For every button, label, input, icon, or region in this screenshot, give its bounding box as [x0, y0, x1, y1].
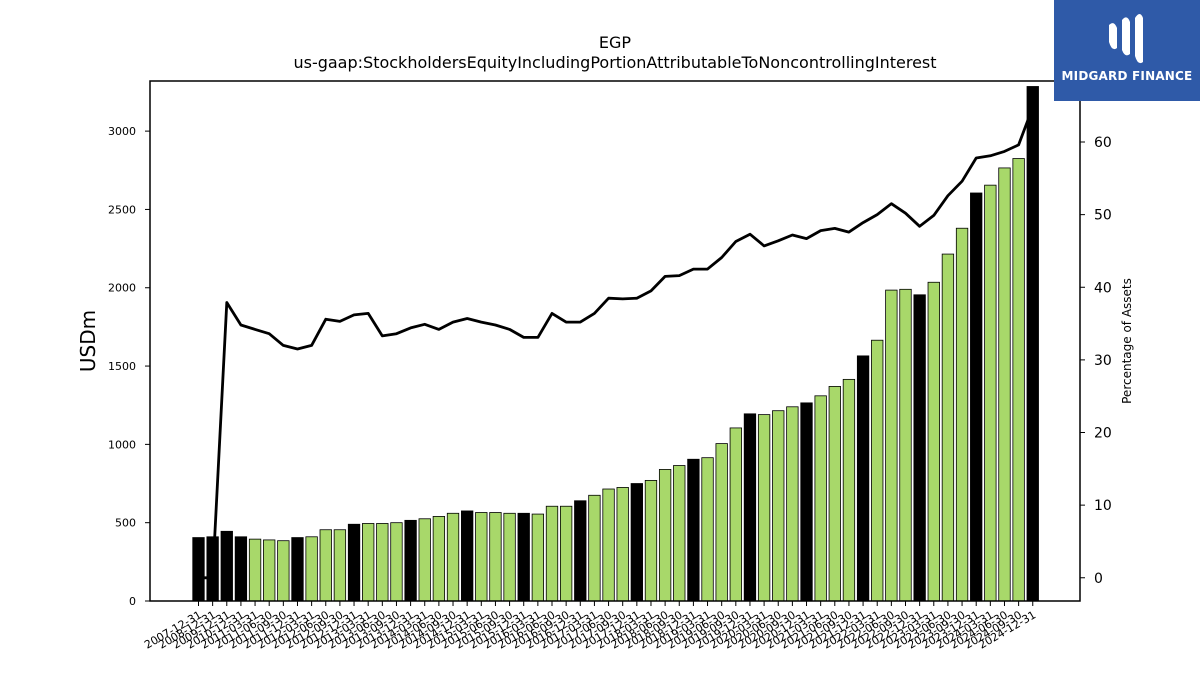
y-axis-label: USDm: [76, 310, 100, 372]
bar-2016-09-30: [559, 505, 573, 602]
y-axis-right: 0 10 20 30 40 50 60: [1080, 135, 1112, 587]
bar-2011-09-30: [277, 540, 290, 602]
bar-2014-09-30: [446, 512, 460, 602]
bar-2013-03-31: [362, 523, 375, 602]
plot-frame: [149, 80, 1081, 602]
bar-2014-06-30: [432, 516, 446, 602]
y-tick-label: 0: [129, 595, 136, 608]
bar-2016-03-31: [531, 513, 545, 602]
bar-2020-12-31: [800, 402, 813, 602]
bar-2017-03-31: [588, 494, 601, 602]
bar-2020-03-31: [757, 414, 771, 602]
bar-2023-12-31: [970, 192, 983, 602]
y2-tick-label: 0: [1094, 571, 1103, 587]
y2-tick-label: 30: [1094, 353, 1112, 369]
bar-2011-12-31: [291, 537, 304, 602]
y-tick-label: 3000: [108, 125, 136, 138]
brand-name: MIDGARD FINANCE: [1061, 69, 1193, 83]
bar-2018-03-31: [644, 479, 658, 602]
bar-2019-06-30: [715, 443, 728, 602]
x-axis: 2007-12-312008-12-312009-12-312010-12-31…: [142, 601, 1038, 652]
brand-logo: MIDGARD FINANCE: [1054, 0, 1200, 101]
bar-2019-03-31: [701, 457, 714, 602]
bar-2022-09-30: [899, 288, 912, 602]
bar-2018-06-30: [658, 469, 672, 602]
y2-axis-label: Percentage of Assets: [1120, 278, 1134, 404]
bar-2007-12-31: [192, 537, 205, 602]
bar-2024-09-30: [1012, 158, 1025, 602]
bar-2015-09-30: [503, 512, 516, 602]
bar-2024-12-31: [1026, 86, 1039, 602]
y-axis-left: 0 500 1000 1500 2000 2500 3000: [108, 125, 150, 608]
y-tick-label: 500: [115, 517, 136, 530]
bar-2017-09-30: [616, 487, 629, 602]
bar-2017-06-30: [602, 488, 615, 602]
bar-2009-12-31: [220, 530, 233, 602]
bar-2021-06-30: [828, 386, 841, 602]
bar-2021-12-31: [856, 355, 870, 602]
bar-2022-03-31: [871, 339, 884, 602]
bar-2011-03-31: [248, 538, 262, 602]
y-tick-label: 1000: [108, 438, 136, 451]
bar-2015-06-30: [489, 512, 502, 602]
y-tick-label: 1500: [108, 360, 136, 373]
bar-2011-06-30: [263, 539, 276, 602]
bar-2024-03-31: [984, 184, 997, 602]
bar-2022-06-30: [885, 289, 898, 602]
bar-2012-09-30: [333, 529, 347, 602]
bar-2018-09-30: [673, 465, 686, 602]
bar-2016-06-30: [545, 505, 559, 602]
bar-2021-03-31: [814, 395, 827, 602]
bar-2019-09-30: [729, 427, 742, 602]
bar-2010-12-31: [234, 536, 248, 602]
ratio-line: [198, 106, 1035, 580]
midgard-logo-mark-icon: [1109, 14, 1143, 64]
bar-2013-09-30: [390, 522, 403, 602]
chart-title: EGP: [599, 33, 632, 52]
y2-tick-label: 20: [1094, 426, 1112, 442]
bar-2014-12-31: [461, 510, 474, 602]
bar-2021-09-30: [842, 378, 856, 602]
bar-2015-12-31: [517, 512, 530, 602]
bar-2019-12-31: [743, 413, 757, 602]
bar-2020-09-30: [786, 406, 799, 602]
bar-2023-06-30: [941, 253, 955, 602]
bar-2013-12-31: [404, 519, 417, 602]
bar-2014-03-31: [418, 518, 431, 602]
y-tick-label: 2000: [108, 282, 136, 295]
ratio-line-group: [198, 106, 1035, 580]
y-tick-label: 2500: [108, 203, 136, 216]
bar-2022-12-31: [913, 294, 926, 602]
bar-2012-06-30: [319, 529, 332, 602]
bar-2013-06-30: [376, 523, 389, 602]
y2-tick-label: 50: [1094, 208, 1112, 224]
bar-group: [192, 86, 1039, 602]
bar-2017-12-31: [630, 483, 643, 602]
bar-2012-12-31: [347, 523, 361, 602]
y2-tick-label: 40: [1094, 280, 1112, 296]
bar-2023-09-30: [955, 227, 969, 602]
y2-tick-label: 10: [1094, 498, 1112, 514]
bar-2024-06-30: [998, 167, 1011, 602]
y2-tick-label: 60: [1094, 135, 1112, 151]
bar-2020-06-30: [772, 410, 785, 602]
bar-2012-03-31: [305, 536, 318, 602]
bar-2018-12-31: [687, 458, 700, 602]
chart-subtitle: us-gaap:StockholdersEquityIncludingPorti…: [293, 53, 936, 72]
bar-2015-03-31: [475, 512, 488, 602]
bar-2023-03-31: [927, 281, 940, 602]
bar-2016-12-31: [574, 500, 587, 602]
